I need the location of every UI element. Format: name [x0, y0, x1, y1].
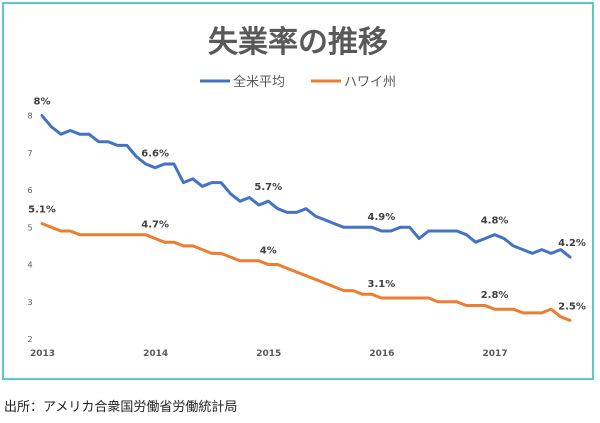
legend: 全米平均 ハワイ州 — [200, 74, 396, 90]
data-label-series-0: 8% — [34, 97, 51, 108]
data-label-series-1: 3.1% — [368, 279, 396, 290]
y-tick-label: 7 — [27, 149, 32, 158]
y-tick-label: 3 — [27, 298, 32, 307]
data-label-series-1: 4.7% — [141, 219, 169, 230]
data-label-series-0: 4.9% — [368, 212, 396, 223]
data-label-series-1: 4% — [260, 246, 277, 257]
data-label-series-1: 5.1% — [28, 205, 56, 216]
data-label-series-1: 2.5% — [558, 301, 586, 312]
y-tick-label: 4 — [27, 261, 32, 270]
x-tick-label: 2014 — [143, 349, 168, 359]
data-label-series-0: 4.2% — [558, 238, 586, 249]
y-tick-label: 6 — [27, 186, 32, 195]
series-line-0 — [40, 114, 572, 259]
data-label-series-0: 4.8% — [481, 216, 509, 227]
x-tick-label: 2015 — [256, 349, 281, 359]
data-label-series-0: 5.7% — [254, 182, 282, 193]
x-tick-label: 2013 — [30, 349, 55, 359]
x-tick-label: 2017 — [483, 349, 508, 359]
y-tick-label: 5 — [27, 223, 32, 232]
x-axis: 2013 2014 2015 2016 2017 — [30, 349, 508, 359]
data-labels: 8% 6.6% 5.7% 4.9% 4.8% 4.2% 5.1% 4.7% 4% 3.1% 2.8%… — [28, 97, 586, 313]
y-axis: 2 3 4 5 6 7 8 — [27, 112, 32, 344]
y-tick-label: 8 — [27, 112, 32, 121]
legend-label-series-1: ハワイ州 — [344, 75, 396, 90]
data-label-series-0: 6.6% — [141, 149, 169, 160]
source-note: 出所：アメリカ合衆国労働省労働統計局 — [4, 400, 238, 415]
legend-label-series-0: 全米平均 — [233, 74, 285, 90]
plot-area — [40, 114, 572, 322]
data-label-series-1: 2.8% — [481, 290, 509, 301]
x-tick-label: 2016 — [369, 349, 394, 359]
y-tick-label: 2 — [27, 335, 32, 344]
series-line-1 — [40, 222, 572, 322]
chart-title: 失業率の推移 — [208, 25, 388, 60]
